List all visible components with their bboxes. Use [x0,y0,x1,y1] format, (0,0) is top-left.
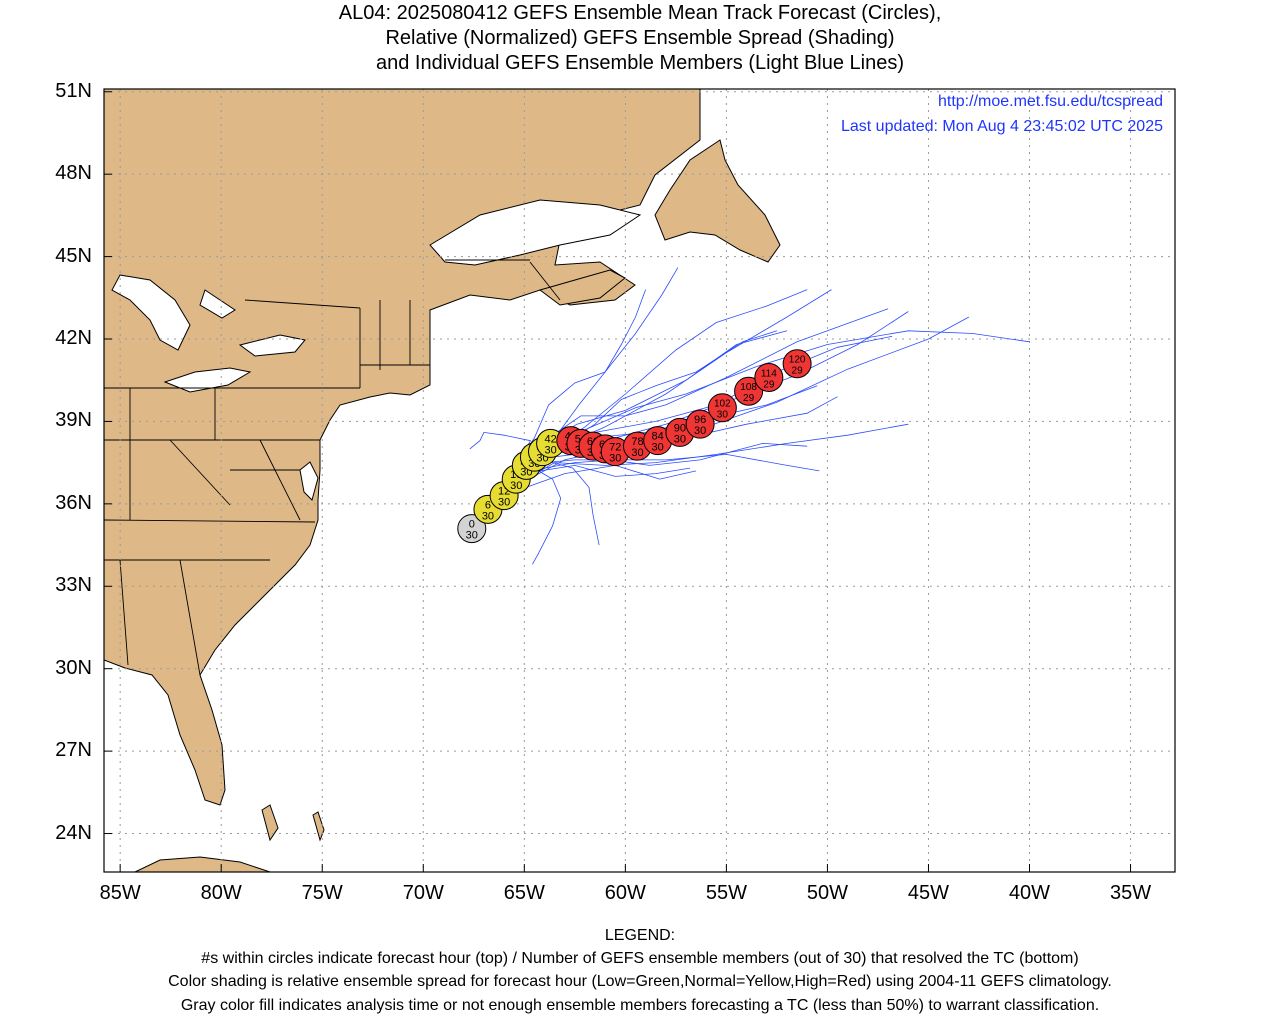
lat-tick-label: 48N [55,162,92,185]
member-count-label: 30 [717,410,729,421]
landmass [134,856,271,872]
forecast-hour-label: 78 [631,436,643,448]
lon-tick-label: 40W [1008,882,1051,904]
lon-tick-label: 50W [806,882,848,904]
landmass [654,139,781,263]
lon-tick-label: 65W [503,882,545,904]
lon-tick-label: 35W [1109,882,1152,904]
lon-tick-label: 60W [604,882,646,904]
member-count-label: 29 [792,366,804,377]
track-circle-fill [707,393,737,423]
chart-title-line-2: Relative (Normalized) GEFS Ensemble Spre… [385,27,895,49]
forecast-hour-label: 108 [740,382,757,393]
track-circle: 030 [457,514,487,544]
grid-layer [104,89,1175,872]
lake [199,289,236,319]
member-count-label: 30 [466,530,478,542]
lon-tick-label: 70W [402,882,444,904]
state-border [104,519,316,523]
lat-tick-label: 42N [55,327,92,349]
member-count-label: 30 [510,480,522,492]
legend-line-1: #s within circles indicate forecast hour… [201,950,1079,967]
legend-heading: LEGEND: [604,927,676,944]
mean-track-circles: 0306301230183024303030363042304830543060… [457,349,812,544]
forecast-hour-label: 42 [544,433,556,445]
track-circle-fill [734,376,764,406]
landmass [312,811,325,842]
legend-line-2: Color shading is relative ensemble sprea… [168,973,1112,990]
track-circle-fill [685,409,715,439]
track-circle-fill [754,362,784,392]
lake [429,199,642,266]
forecast-hour-label: 90 [674,422,686,434]
landmass [261,804,279,842]
forecast-hour-label: 96 [694,414,706,426]
lat-tick-label: 36N [55,491,92,514]
forecast-hour-label: 6 [485,499,491,511]
forecast-hour-label: 0 [469,519,475,531]
lat-tick-label: 45N [55,244,92,267]
track-circle-fill [457,514,487,544]
state-border [169,439,231,506]
landmass [104,89,701,806]
chart-title-line-1: AL04: 2025080412 GEFS Ensemble Mean Trac… [338,2,942,24]
source-url[interactable]: http://moe.met.fsu.edu/tcspread [937,93,1163,110]
forecast-hour-label: 84 [652,431,664,443]
state-border [244,299,361,309]
member-count-label: 30 [694,425,706,437]
lon-tick-label: 75W [301,882,343,904]
state-border [179,559,201,676]
state-border [119,559,129,666]
lake [299,461,319,501]
legend-line-3: Gray color fill indicates analysis time … [180,997,1100,1014]
chart-title-line-3: and Individual GEFS Ensemble Members (Li… [375,52,905,74]
state-border [529,261,561,301]
forecast-hour-label: 102 [714,399,731,410]
lon-tick-label: 80W [200,882,242,904]
lat-tick-label: 33N [55,574,92,597]
lon-tick-label: 85W [99,882,141,904]
member-count-label: 29 [763,379,775,390]
state-border [259,439,301,521]
member-count-label: 29 [743,393,755,404]
member-count-label: 30 [498,497,510,509]
member-count-label: 30 [544,444,556,456]
forecast-hour-label: 72 [609,442,621,454]
lat-tick-label: 24N [55,821,92,844]
lat-tick-label: 39N [55,409,92,432]
member-count-label: 30 [482,510,494,522]
lat-tick-label: 51N [55,79,92,102]
forecast-hour-label: 120 [789,355,806,366]
map-frame [103,88,1176,873]
member-count-label: 30 [652,442,664,454]
member-count-label: 30 [631,447,643,459]
lake [111,274,191,351]
lon-tick-label: 55W [705,882,747,904]
member-count-label: 30 [609,453,621,465]
land-layer [104,89,781,872]
last-updated: Last updated: Mon Aug 4 23:45:02 UTC 202… [840,118,1163,135]
lake [163,367,252,393]
lake [238,334,306,357]
track-circle-fill [782,349,812,379]
member-count-label: 30 [674,433,686,445]
lon-tick-label: 45W [907,882,950,904]
lat-tick-label: 30N [55,656,92,679]
forecast-hour-label: 114 [761,368,777,379]
lat-tick-label: 27N [55,739,92,762]
axis-ticks [104,91,1132,872]
